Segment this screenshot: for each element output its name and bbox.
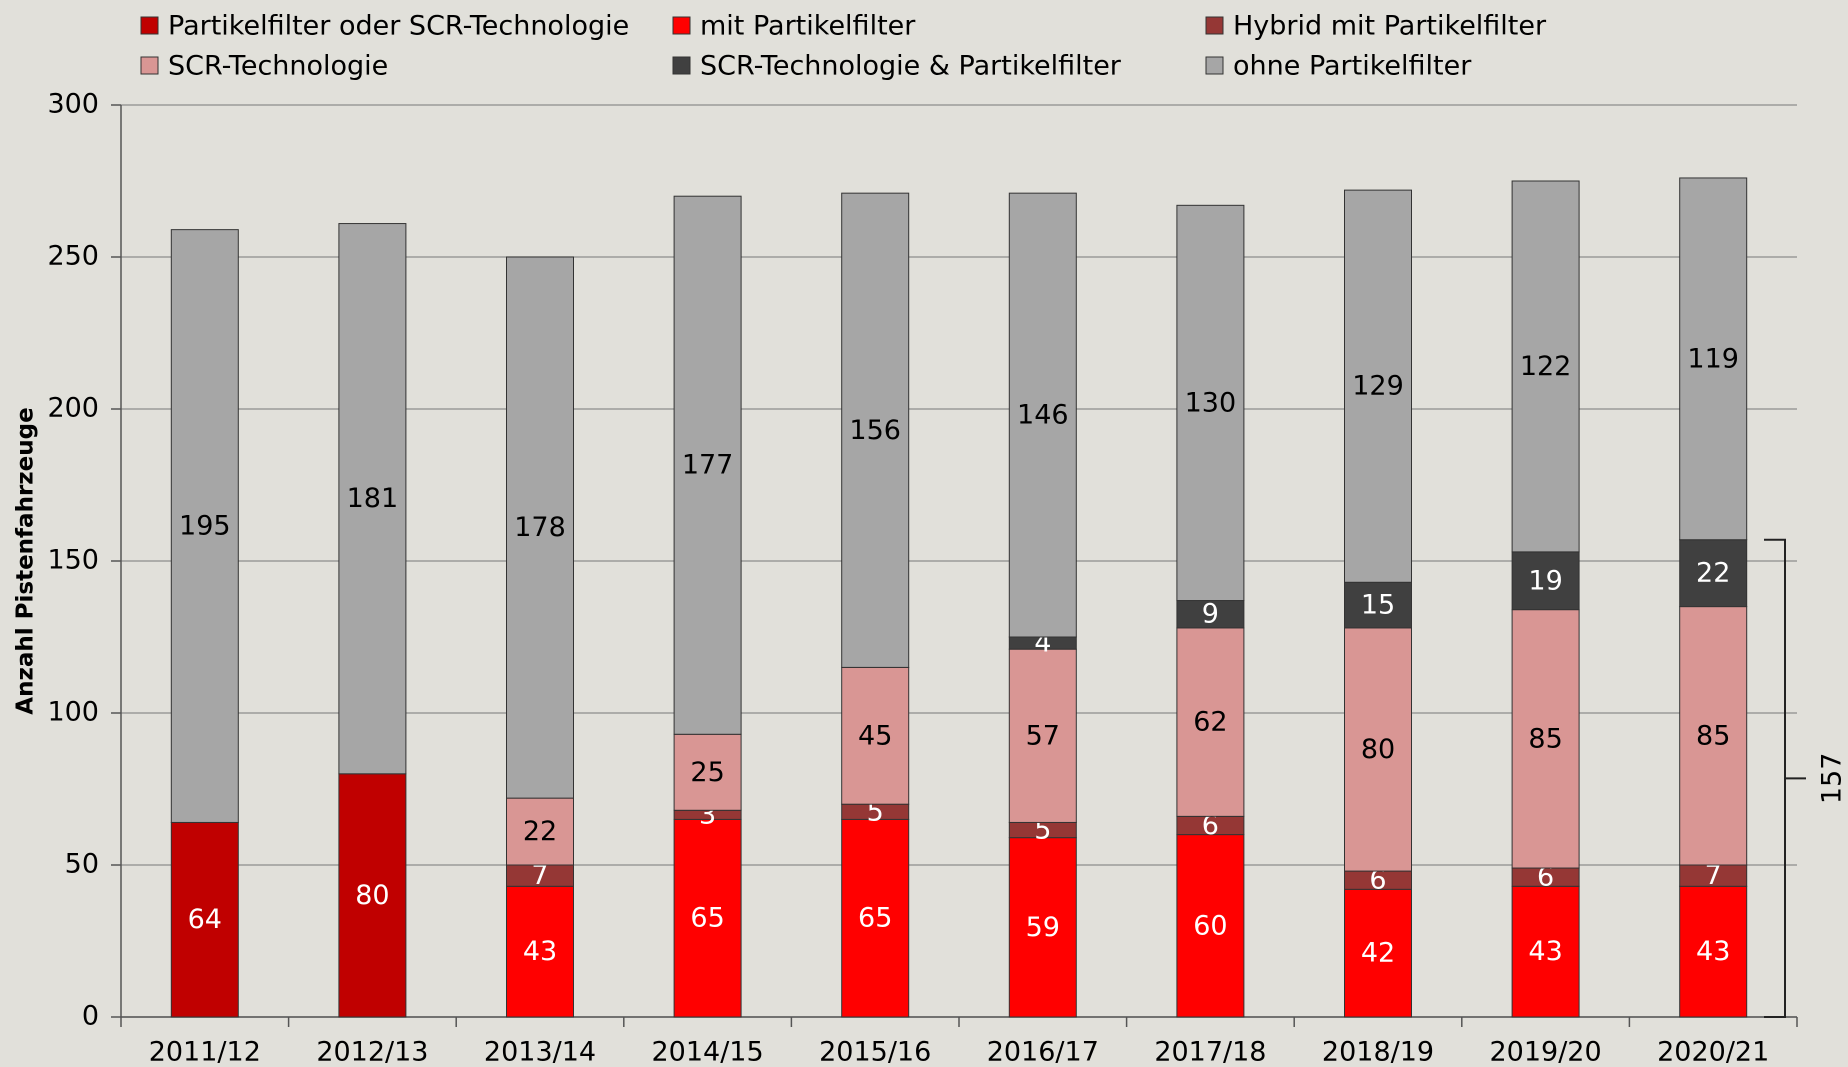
x-tick-label: 2016/17 <box>987 1037 1099 1067</box>
data-label: 43 <box>1696 936 1730 967</box>
data-label: 22 <box>523 816 557 847</box>
legend-label: ohne Partikelfilter <box>1233 51 1472 82</box>
legend-label: Hybrid mit Partikelfilter <box>1233 11 1547 42</box>
data-label: 122 <box>1520 351 1572 382</box>
bar-segment <box>1679 885 1748 1018</box>
legend-swatch <box>1205 16 1224 35</box>
y-tick-label: 50 <box>65 849 99 880</box>
bar-segment <box>170 821 239 1018</box>
data-label: 64 <box>188 904 222 935</box>
bar-segment <box>1679 177 1748 541</box>
data-label: 22 <box>1696 558 1730 589</box>
bar-segment <box>338 223 407 775</box>
data-label: 85 <box>1696 720 1730 751</box>
bar-segment <box>1176 204 1245 602</box>
bar-segment <box>1344 581 1412 629</box>
data-label: 60 <box>1193 910 1227 941</box>
bar-segment <box>673 195 742 735</box>
bar-segment <box>1176 627 1245 817</box>
legend-label: SCR-Technologie <box>168 51 388 82</box>
data-label: 6 <box>1202 810 1219 841</box>
y-tick-label: 0 <box>82 1001 99 1032</box>
x-tick-label: 2015/16 <box>819 1037 931 1067</box>
y-axis-label: Anzahl Pistenfahrzeuge <box>13 407 39 714</box>
bar-segment <box>673 733 742 811</box>
bar-segment <box>506 256 574 799</box>
x-tick-label: 2012/13 <box>316 1037 428 1067</box>
data-label: 59 <box>1026 912 1060 943</box>
bar-segment <box>1511 609 1580 869</box>
data-label: 43 <box>523 936 557 967</box>
y-tick-label: 250 <box>47 241 99 272</box>
legend-swatch <box>140 16 159 35</box>
bar-segment <box>841 818 910 1018</box>
data-label: 9 <box>1202 599 1219 630</box>
y-tick-label: 100 <box>47 697 99 728</box>
data-label: 62 <box>1193 707 1227 738</box>
bar-segment <box>338 773 407 1018</box>
data-label: 15 <box>1361 590 1395 621</box>
data-label: 156 <box>849 415 901 446</box>
data-label: 45 <box>858 720 892 751</box>
data-label: 65 <box>690 903 724 934</box>
legend-label: mit Partikelfilter <box>700 11 916 42</box>
data-label: 119 <box>1687 343 1739 374</box>
y-tick-label: 150 <box>47 545 99 576</box>
data-label: 25 <box>690 757 724 788</box>
x-tick-label: 2020/21 <box>1657 1037 1769 1067</box>
data-label: 178 <box>514 512 566 543</box>
x-tick-label: 2017/18 <box>1154 1037 1266 1067</box>
data-label: 80 <box>1361 734 1395 765</box>
data-label: 19 <box>1528 565 1562 596</box>
x-tick-label: 2011/12 <box>149 1037 261 1067</box>
data-label: 6 <box>1369 865 1386 896</box>
bracket <box>1764 538 1806 1018</box>
legend-swatch <box>1205 56 1224 75</box>
legend-swatch <box>672 16 691 35</box>
x-tick-label: 2019/20 <box>1490 1037 1602 1067</box>
data-label: 130 <box>1185 387 1237 418</box>
legend-swatch <box>672 56 691 75</box>
data-label: 129 <box>1352 371 1404 402</box>
bar-segment <box>1008 837 1077 1018</box>
bar-segment <box>1344 627 1412 872</box>
bar-segment <box>673 818 742 1018</box>
data-label: 42 <box>1361 938 1395 969</box>
data-label: 57 <box>1026 720 1060 751</box>
bar-segment <box>1679 606 1748 866</box>
data-label: 177 <box>682 450 734 481</box>
bar-segment <box>1344 189 1412 583</box>
legend-swatch <box>140 56 159 75</box>
x-tick-label: 2014/15 <box>652 1037 764 1067</box>
bar-segment <box>841 192 910 668</box>
bar-segment <box>1511 180 1580 553</box>
data-label: 65 <box>858 903 892 934</box>
data-label: 85 <box>1528 723 1562 754</box>
y-tick-label: 200 <box>47 393 99 424</box>
legend-label: Partikelfilter oder SCR-Technologie <box>168 11 629 42</box>
bar-segment <box>1008 648 1077 823</box>
bar-segment <box>1511 551 1580 611</box>
data-label: 181 <box>347 483 399 514</box>
data-label: 6 <box>1537 862 1554 893</box>
bracket-label: 157 <box>1817 753 1848 805</box>
data-label: 80 <box>355 880 389 911</box>
legend-label: SCR-Technologie & Partikelfilter <box>700 51 1122 82</box>
bar-segment <box>506 885 574 1018</box>
y-tick-label: 300 <box>47 89 99 120</box>
bar-segment <box>1176 834 1245 1018</box>
data-label: 146 <box>1017 400 1069 431</box>
x-tick-label: 2013/14 <box>484 1037 596 1067</box>
data-label: 7 <box>531 860 548 891</box>
bar-segment <box>170 229 239 823</box>
data-label: 195 <box>179 511 231 542</box>
bar-segment <box>841 666 910 805</box>
x-tick-label: 2018/19 <box>1322 1037 1434 1067</box>
data-label: 7 <box>1705 860 1722 891</box>
bar-segment <box>1008 192 1077 638</box>
data-label: 43 <box>1528 936 1562 967</box>
